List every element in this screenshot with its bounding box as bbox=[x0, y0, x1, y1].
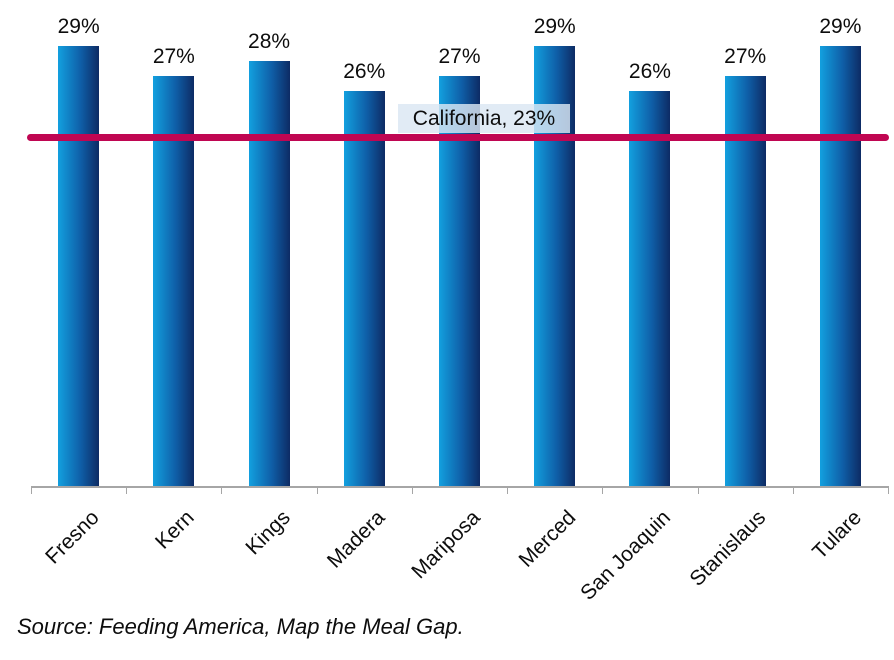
bar-value-label: 28% bbox=[248, 30, 291, 53]
reference-line bbox=[27, 134, 889, 141]
bar-value-label: 27% bbox=[152, 45, 195, 68]
x-axis-tick bbox=[221, 488, 222, 494]
bar-value-label: 29% bbox=[57, 15, 100, 38]
x-axis-tick bbox=[698, 488, 699, 494]
category-label: Fresno bbox=[41, 506, 104, 569]
bar bbox=[248, 61, 290, 487]
category-label: Mariposa bbox=[407, 506, 485, 584]
x-axis-tick bbox=[31, 488, 32, 494]
reference-line-label: California, 23% bbox=[398, 104, 570, 133]
category-label: San Joaquin bbox=[576, 506, 676, 605]
x-axis-tick bbox=[793, 488, 794, 494]
bar-value-label: 26% bbox=[628, 60, 671, 83]
bar-value-label: 29% bbox=[819, 15, 862, 38]
bar bbox=[58, 46, 100, 487]
x-axis-tick bbox=[888, 488, 889, 494]
bar-value-label: 26% bbox=[343, 60, 386, 83]
bar bbox=[343, 91, 385, 487]
category-label: Madera bbox=[322, 506, 390, 573]
category-label: Tulare bbox=[807, 506, 866, 564]
category-label: Kings bbox=[240, 506, 295, 560]
source-note: Source: Feeding America, Map the Meal Ga… bbox=[17, 614, 464, 639]
x-axis bbox=[31, 486, 889, 488]
bar bbox=[439, 76, 480, 487]
plot-area: 29% 27% 28% 26% 27% 29% 26% 27% 29% bbox=[31, 0, 888, 487]
bar bbox=[153, 76, 195, 487]
bar-value-label: 27% bbox=[438, 45, 481, 68]
bar bbox=[629, 91, 671, 487]
bar bbox=[724, 76, 766, 487]
x-axis-tick bbox=[412, 488, 413, 494]
category-label: Stanislaus bbox=[685, 506, 771, 591]
x-axis-tick bbox=[602, 488, 603, 494]
x-axis-tick bbox=[126, 488, 127, 494]
category-label: Merced bbox=[514, 506, 580, 572]
x-axis-tick bbox=[507, 488, 508, 494]
bar-value-label: 29% bbox=[533, 15, 576, 38]
bar bbox=[819, 46, 861, 487]
bar-value-label: 27% bbox=[724, 45, 767, 68]
category-label: Kern bbox=[151, 506, 200, 554]
x-axis-tick bbox=[317, 488, 318, 494]
